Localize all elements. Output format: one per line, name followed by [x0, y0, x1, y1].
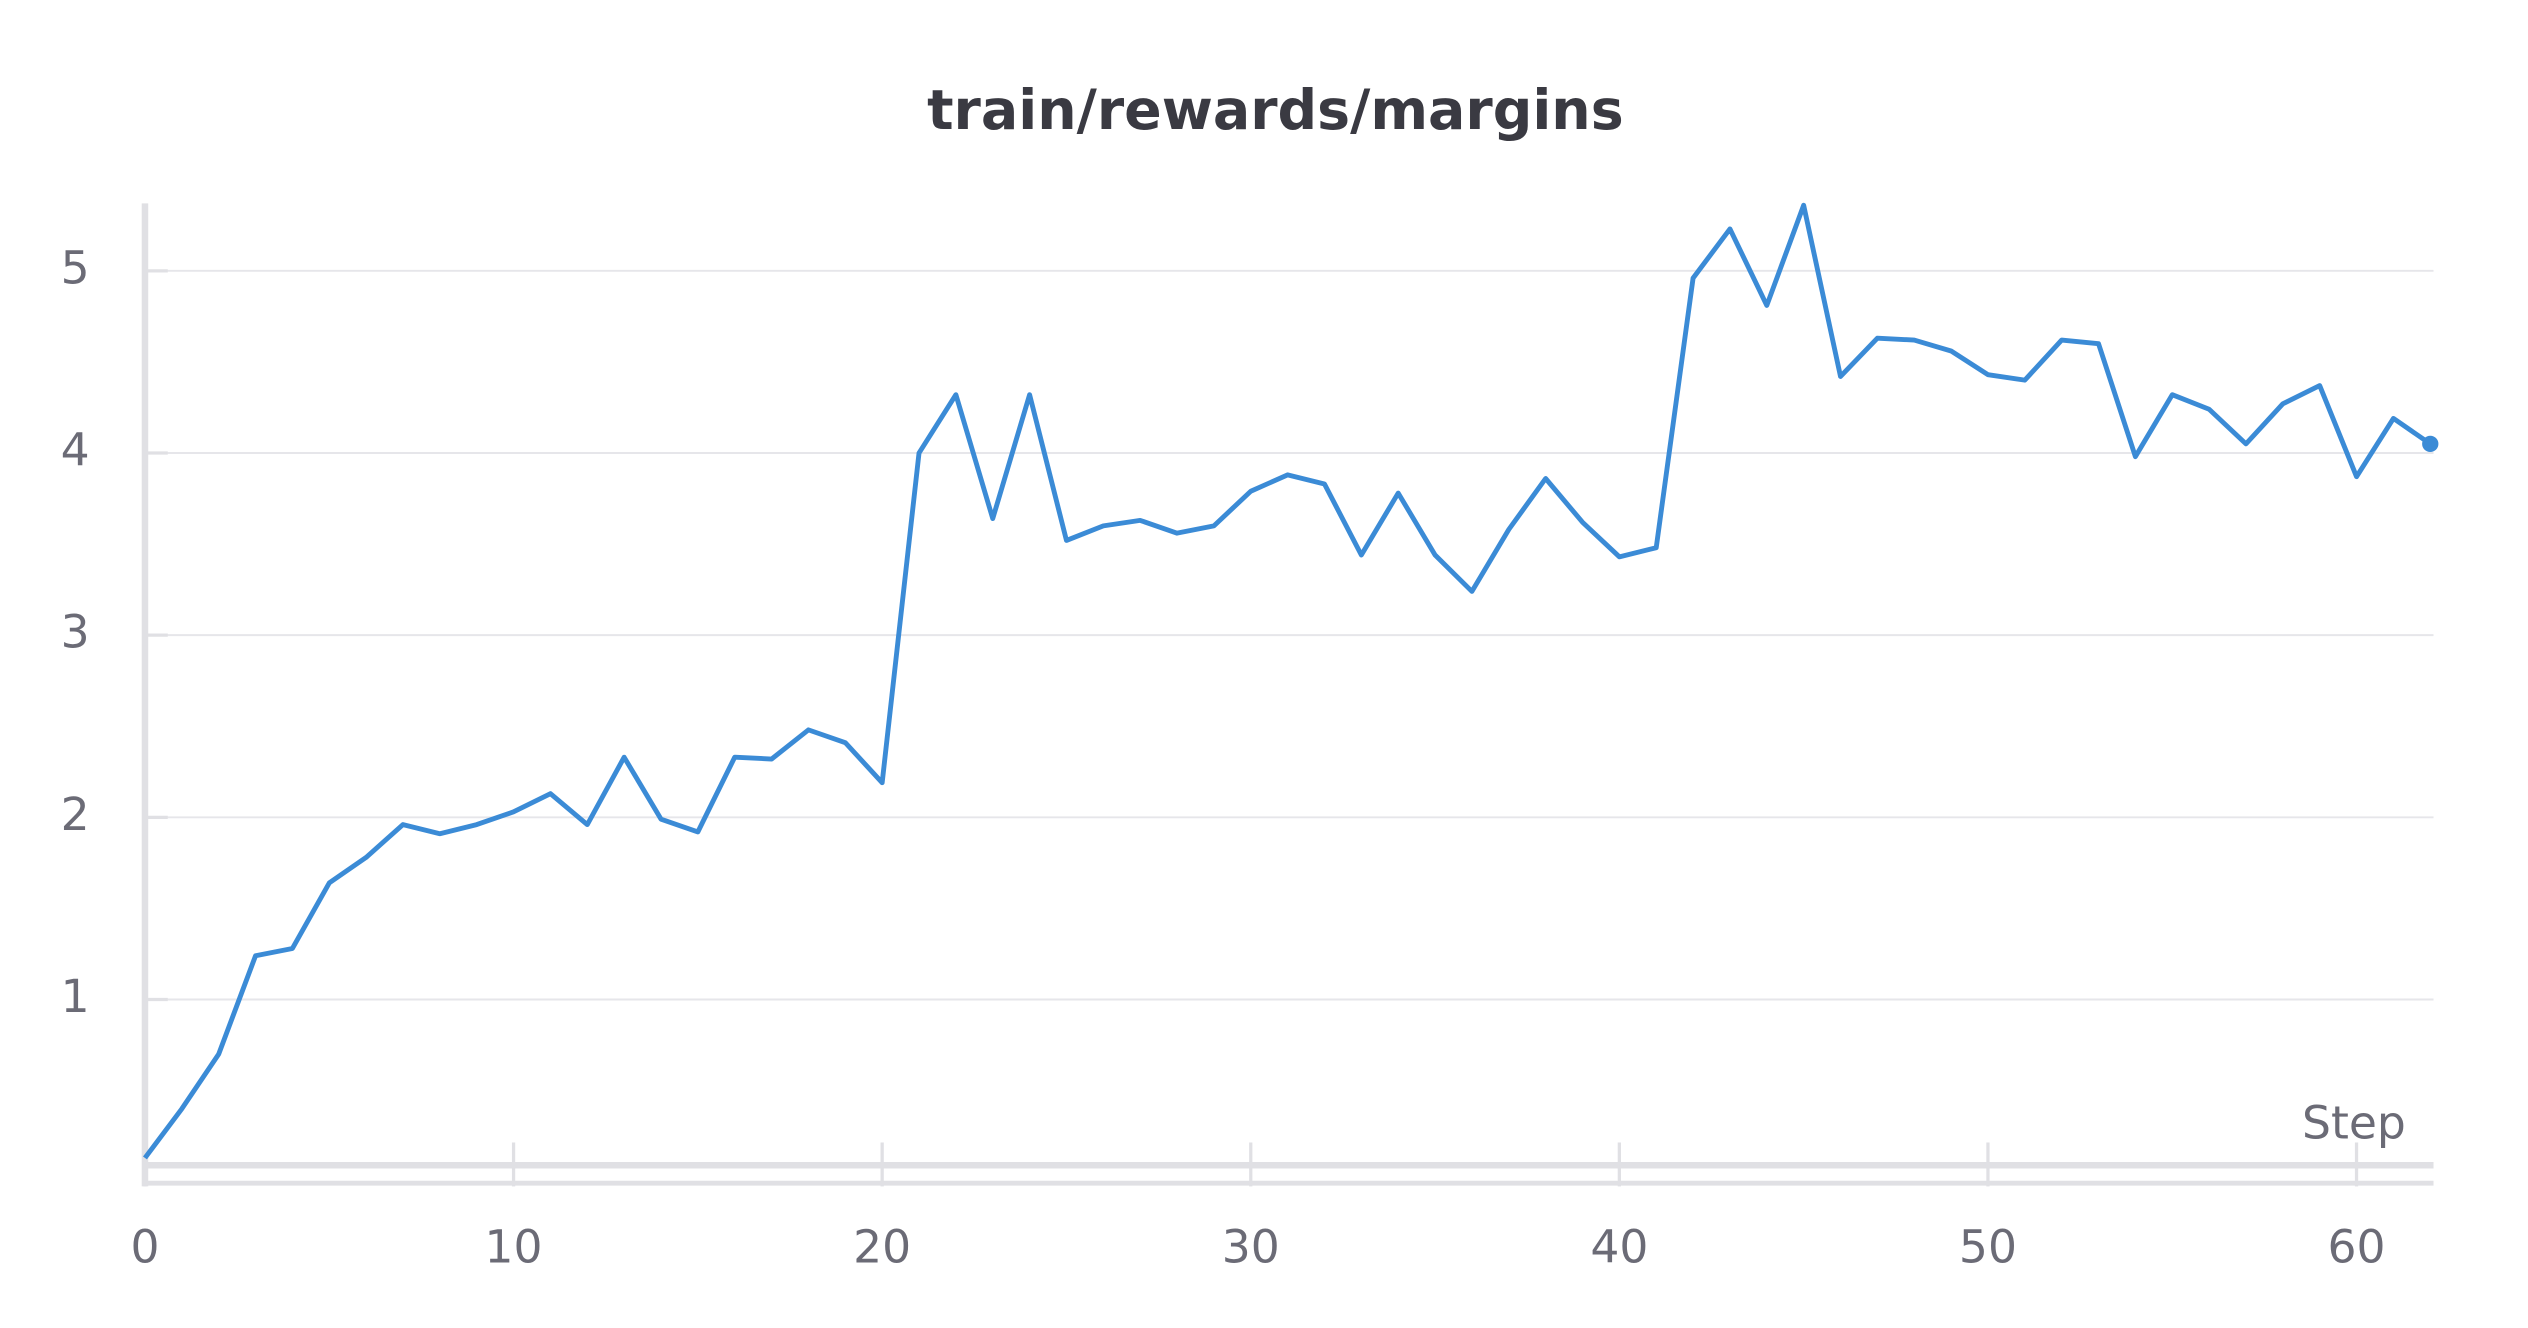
y-tick-label: 5 — [61, 241, 90, 294]
data-line — [143, 202, 2432, 1160]
x-tick-label: 0 — [130, 1220, 159, 1273]
x-axis-label: Step — [2302, 1097, 2406, 1150]
x-tick-label: 10 — [485, 1220, 543, 1273]
y-tick-label: 3 — [61, 606, 90, 659]
x-tick-label: 40 — [1590, 1220, 1648, 1273]
end-point — [2422, 435, 2439, 453]
y-tick-label: 2 — [61, 788, 90, 841]
y-tick-label: 1 — [61, 970, 90, 1023]
x-tick-label: 50 — [1959, 1220, 2017, 1273]
y-tick-label: 4 — [61, 424, 90, 477]
x-tick-label: 20 — [853, 1220, 911, 1273]
x-tick-label: 30 — [1222, 1220, 1280, 1273]
chart-title: train/rewards/margins — [927, 79, 1624, 143]
x-tick-label: 60 — [2328, 1220, 2386, 1273]
